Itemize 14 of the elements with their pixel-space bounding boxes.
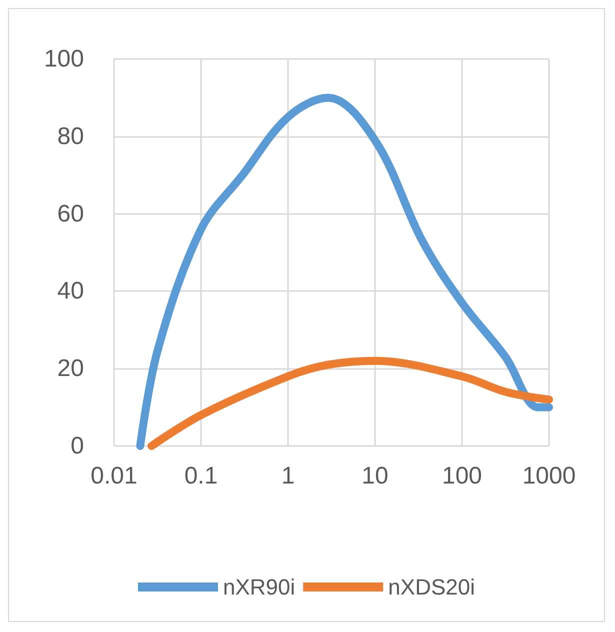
x-tick-label: 100 xyxy=(442,462,482,490)
y-tick-label: 60 xyxy=(57,200,84,228)
x-tick-label: 0.01 xyxy=(90,462,138,490)
y-tick-label: 40 xyxy=(57,278,84,305)
x-tick-label: 0.1 xyxy=(184,462,218,490)
y-tick-label: 80 xyxy=(57,122,84,150)
y-tick-label: 20 xyxy=(57,355,84,382)
legend-label: nXDS20i xyxy=(388,574,476,600)
y-tick-label: 0 xyxy=(70,432,84,460)
y-tick-label: 100 xyxy=(44,46,84,72)
x-tick-label: 1000 xyxy=(522,462,576,490)
legend-label: nXR90i xyxy=(223,574,296,600)
x-tick-label: 10 xyxy=(362,462,388,490)
x-tick-label: 1 xyxy=(281,462,295,490)
